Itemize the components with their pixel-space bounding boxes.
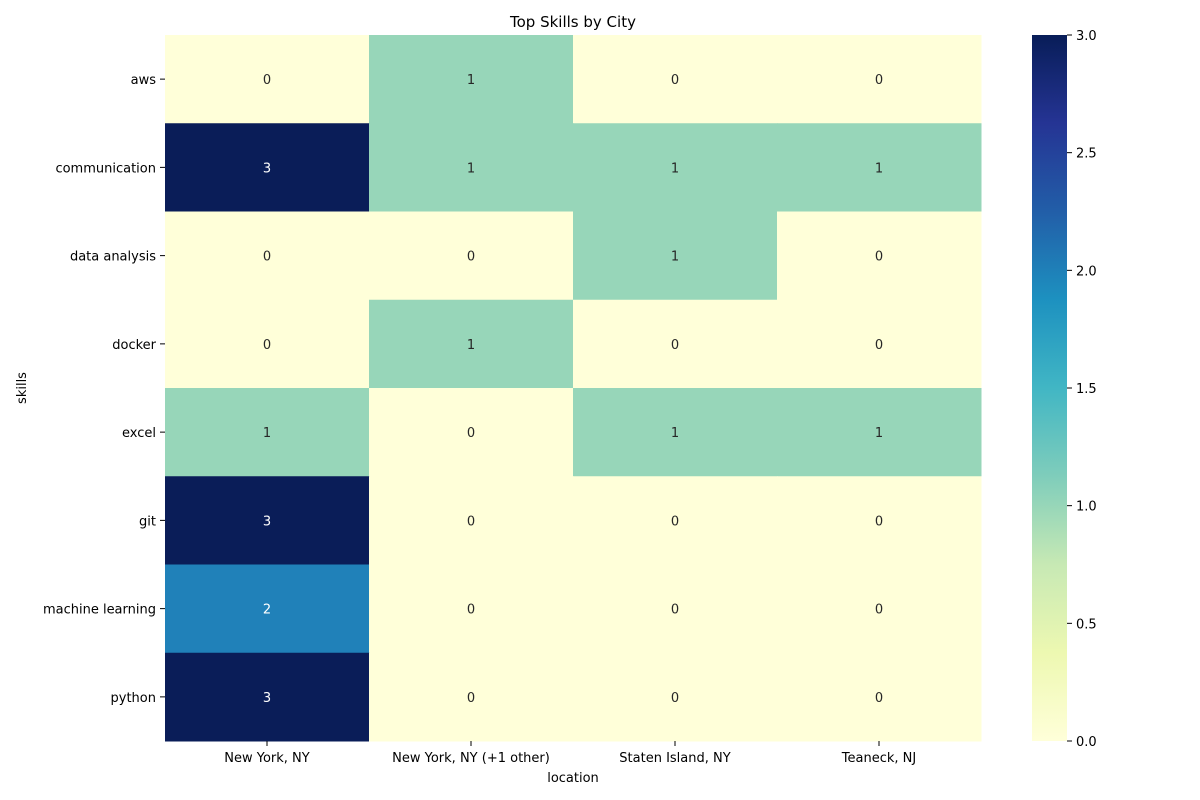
cell-value-label: 0 — [671, 338, 679, 353]
cell-value-label: 0 — [875, 514, 883, 529]
cell-value-label: 0 — [671, 603, 679, 618]
y-tick-label: git — [139, 514, 156, 529]
heatmap-cell — [369, 211, 574, 301]
heatmap-cell — [573, 123, 778, 212]
cell-value-label: 1 — [467, 161, 475, 176]
cell-value-label: 1 — [671, 426, 679, 441]
heatmap-cell — [165, 35, 370, 124]
heatmap-cell — [777, 652, 982, 742]
cell-value-label: 0 — [875, 73, 883, 88]
cell-value-label: 0 — [467, 691, 475, 706]
colorbar-tick-label: 2.0 — [1076, 264, 1097, 279]
cell-value-label: 0 — [875, 250, 883, 265]
cell-value-label: 1 — [467, 73, 475, 88]
x-tick-label: New York, NY (+1 other) — [392, 751, 550, 766]
y-tick-label: data analysis — [70, 250, 156, 265]
x-tick-label: Staten Island, NY — [619, 751, 730, 766]
heatmap-cell — [573, 476, 778, 565]
heatmap-cell — [369, 388, 574, 477]
cell-value-label: 0 — [467, 426, 475, 441]
y-tick-label: python — [111, 691, 156, 706]
heatmap-cell — [573, 564, 778, 654]
cell-value-label: 1 — [671, 250, 679, 265]
heatmap-cell — [573, 211, 778, 301]
heatmap-cell — [573, 652, 778, 742]
cell-value-label: 1 — [671, 161, 679, 176]
y-tick-label: communication — [55, 161, 156, 176]
heatmap-cell — [369, 123, 574, 212]
colorbar-tick-label: 1.0 — [1076, 500, 1097, 515]
heatmap-cell — [165, 652, 370, 742]
cell-value-label: 1 — [263, 426, 271, 441]
y-axis-title: skills — [15, 372, 30, 404]
heatmap-cell — [369, 35, 574, 124]
colorbar-tick-label: 3.0 — [1076, 29, 1097, 44]
x-axis-title: location — [547, 771, 599, 786]
heatmap-cell — [369, 299, 574, 389]
colorbar-tick-label: 0.0 — [1076, 735, 1097, 750]
heatmap-cell — [573, 35, 778, 124]
cell-value-label: 3 — [263, 691, 271, 706]
cell-value-label: 0 — [263, 338, 271, 353]
cell-value-label: 0 — [875, 691, 883, 706]
cell-value-label: 0 — [875, 603, 883, 618]
y-tick-label: excel — [122, 426, 156, 441]
heatmap-cell — [777, 388, 982, 477]
cell-value-label: 0 — [467, 250, 475, 265]
heatmap-cell — [165, 476, 370, 565]
cell-value-label: 1 — [467, 338, 475, 353]
cell-value-label: 0 — [263, 73, 271, 88]
cell-value-label: 2 — [263, 603, 271, 618]
heatmap-cell — [369, 652, 574, 742]
heatmap-cell — [369, 476, 574, 565]
cell-value-label: 1 — [875, 161, 883, 176]
colorbar-gradient — [1032, 35, 1067, 741]
x-tick-label: New York, NY — [224, 751, 310, 766]
cell-value-label: 0 — [263, 250, 271, 265]
colorbar-tick-label: 2.5 — [1076, 147, 1097, 162]
cell-value-label: 0 — [467, 603, 475, 618]
cell-value-label: 0 — [671, 73, 679, 88]
heatmap-cell — [777, 35, 982, 124]
heatmap-cell — [165, 388, 370, 477]
heatmap-cell — [777, 299, 982, 389]
heatmap-cell — [165, 299, 370, 389]
heatmap-cell — [573, 388, 778, 477]
heatmap-cell — [165, 211, 370, 301]
cell-value-label: 3 — [263, 161, 271, 176]
colorbar-tick-label: 0.5 — [1076, 617, 1097, 632]
heatmap-cell — [777, 564, 982, 654]
heatmap-cell — [777, 123, 982, 212]
heatmap-cells: 0 1 0 0 3 1 1 1 0 0 1 0 0 1 0 0 1 0 1 1 3 0 0 0 2 0 0 0 3 0 0 0 — [165, 35, 982, 742]
y-tick-label: machine learning — [43, 603, 156, 618]
y-tick-labels: aws communication data analysis docker excel… — [43, 73, 165, 706]
x-tick-labels: New York, NY New York, NY (+1 other) State… — [224, 741, 916, 766]
cell-value-label: 3 — [263, 514, 271, 529]
heatmap-cell — [573, 299, 778, 389]
heatmap-cell — [777, 476, 982, 565]
colorbar: 0.0 0.5 1.0 1.5 2.0 2.5 3.0 — [1032, 29, 1097, 750]
cell-value-label: 0 — [467, 514, 475, 529]
cell-value-label: 0 — [671, 514, 679, 529]
x-tick-label: Teaneck, NJ — [841, 751, 916, 766]
y-tick-label: aws — [131, 73, 157, 88]
heatmap-cell — [369, 564, 574, 654]
heatmap-cell — [165, 564, 370, 654]
cell-value-label: 0 — [875, 338, 883, 353]
heatmap-cell — [777, 211, 982, 301]
y-tick-label: docker — [112, 338, 156, 353]
heatmap-cell — [165, 123, 370, 212]
colorbar-tick-label: 1.5 — [1076, 382, 1097, 397]
cell-value-label: 1 — [875, 426, 883, 441]
chart-title: Top Skills by City — [509, 13, 636, 31]
cell-value-label: 0 — [671, 691, 679, 706]
